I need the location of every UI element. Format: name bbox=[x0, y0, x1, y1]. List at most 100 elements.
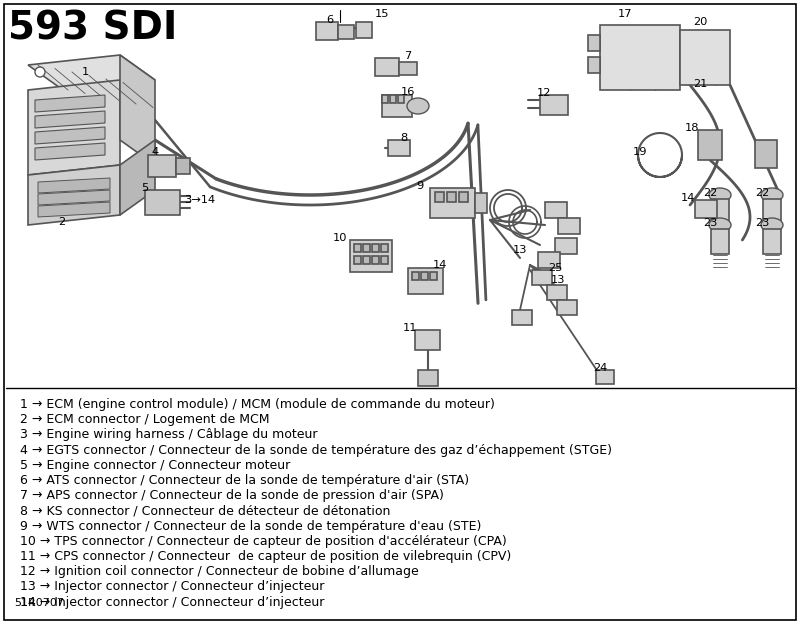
Text: 12 → Ignition coil connector / Connecteur de bobine d’allumage: 12 → Ignition coil connector / Connecteu… bbox=[20, 565, 418, 578]
Polygon shape bbox=[28, 80, 120, 175]
Bar bbox=[680, 30, 730, 85]
Bar bbox=[375, 58, 399, 76]
Bar bbox=[447, 192, 456, 202]
Text: 12: 12 bbox=[537, 88, 551, 98]
Text: 1 → ECM (engine control module) / MCM (module de commande du moteur): 1 → ECM (engine control module) / MCM (m… bbox=[20, 398, 495, 411]
Polygon shape bbox=[35, 111, 105, 128]
Ellipse shape bbox=[709, 218, 731, 232]
Text: 6: 6 bbox=[326, 15, 334, 25]
Bar bbox=[418, 370, 438, 386]
Bar bbox=[363, 244, 370, 252]
Text: 10 → TPS connector / Connecteur de capteur de position d'accélérateur (CPA): 10 → TPS connector / Connecteur de capte… bbox=[20, 535, 506, 548]
Polygon shape bbox=[35, 143, 105, 160]
Bar bbox=[459, 192, 468, 202]
Bar bbox=[390, 95, 396, 103]
Bar bbox=[388, 140, 410, 156]
Text: 2: 2 bbox=[58, 217, 66, 227]
Text: 23: 23 bbox=[703, 218, 717, 228]
Text: 13 → Injector connector / Connecteur d’injecteur: 13 → Injector connector / Connecteur d’i… bbox=[20, 580, 324, 593]
Bar bbox=[354, 244, 361, 252]
Bar bbox=[600, 25, 680, 90]
Text: 2 → ECM connector / Logement de MCM: 2 → ECM connector / Logement de MCM bbox=[20, 413, 270, 426]
Bar bbox=[382, 95, 412, 117]
Circle shape bbox=[35, 67, 45, 77]
Bar bbox=[532, 270, 552, 285]
Bar bbox=[557, 300, 577, 315]
Text: 9 → WTS connector / Connecteur de la sonde de température d'eau (STE): 9 → WTS connector / Connecteur de la son… bbox=[20, 520, 482, 533]
Bar bbox=[398, 95, 404, 103]
Polygon shape bbox=[38, 178, 110, 193]
Bar bbox=[540, 95, 568, 115]
Text: 6 → ATS connector / Connecteur de la sonde de température d'air (STA): 6 → ATS connector / Connecteur de la son… bbox=[20, 474, 469, 487]
Text: 17: 17 bbox=[618, 9, 632, 19]
Bar bbox=[176, 158, 190, 174]
Polygon shape bbox=[28, 165, 120, 225]
Text: 4: 4 bbox=[151, 147, 158, 157]
Bar bbox=[430, 272, 437, 280]
Bar bbox=[399, 62, 417, 75]
Bar bbox=[596, 370, 614, 384]
Text: 4 → EGTS connector / Connecteur de la sonde de température des gaz d’échappement: 4 → EGTS connector / Connecteur de la so… bbox=[20, 444, 612, 457]
Text: 18: 18 bbox=[685, 123, 699, 133]
Text: 8 → KS connector / Connecteur de détecteur de détonation: 8 → KS connector / Connecteur de détecte… bbox=[20, 504, 390, 517]
Polygon shape bbox=[38, 190, 110, 205]
Bar bbox=[475, 193, 487, 213]
Text: 24: 24 bbox=[593, 363, 607, 373]
Bar bbox=[421, 272, 428, 280]
Bar bbox=[338, 25, 354, 39]
Bar bbox=[588, 35, 600, 51]
Bar bbox=[430, 188, 475, 218]
Bar bbox=[381, 256, 388, 264]
Text: 10: 10 bbox=[333, 233, 347, 243]
Polygon shape bbox=[35, 95, 105, 112]
Text: 15: 15 bbox=[374, 9, 390, 19]
Polygon shape bbox=[28, 55, 155, 90]
Text: 3→14: 3→14 bbox=[185, 195, 215, 205]
Bar bbox=[547, 285, 567, 300]
Bar bbox=[698, 130, 722, 160]
Polygon shape bbox=[38, 202, 110, 217]
Text: 13: 13 bbox=[550, 275, 566, 285]
Text: 22: 22 bbox=[703, 188, 717, 198]
Bar bbox=[538, 252, 560, 268]
Bar bbox=[711, 229, 729, 254]
Text: 23: 23 bbox=[755, 218, 769, 228]
Bar bbox=[412, 272, 419, 280]
Text: 1: 1 bbox=[82, 67, 89, 77]
Bar bbox=[558, 218, 580, 234]
Text: 14: 14 bbox=[433, 260, 447, 270]
Bar bbox=[711, 199, 729, 224]
Text: 21: 21 bbox=[693, 79, 707, 89]
Text: 16: 16 bbox=[401, 87, 415, 97]
Bar bbox=[372, 256, 379, 264]
Bar bbox=[555, 238, 577, 254]
Text: 11 → CPS connector / Connecteur  de capteur de position de vilebrequin (CPV): 11 → CPS connector / Connecteur de capte… bbox=[20, 550, 511, 563]
Text: 9: 9 bbox=[416, 181, 424, 191]
Bar bbox=[363, 256, 370, 264]
Bar bbox=[545, 202, 567, 218]
Text: 19: 19 bbox=[633, 147, 647, 157]
Text: 8: 8 bbox=[400, 133, 408, 143]
Bar bbox=[695, 200, 717, 218]
Bar bbox=[381, 244, 388, 252]
Text: 22: 22 bbox=[755, 188, 769, 198]
Bar bbox=[408, 268, 443, 294]
Bar bbox=[415, 330, 440, 350]
Text: 3 → Engine wiring harness / Câblage du moteur: 3 → Engine wiring harness / Câblage du m… bbox=[20, 429, 318, 441]
Polygon shape bbox=[35, 127, 105, 144]
Text: 20: 20 bbox=[693, 17, 707, 27]
Bar bbox=[435, 192, 444, 202]
Text: 5: 5 bbox=[142, 183, 149, 193]
Bar bbox=[350, 240, 392, 272]
Bar bbox=[148, 155, 176, 177]
Polygon shape bbox=[120, 55, 155, 165]
Polygon shape bbox=[120, 140, 155, 215]
Text: 13: 13 bbox=[513, 245, 527, 255]
Bar bbox=[316, 22, 338, 40]
Text: 11: 11 bbox=[402, 323, 418, 333]
Text: 25: 25 bbox=[548, 263, 562, 273]
Text: 51R0707: 51R0707 bbox=[14, 598, 64, 608]
Ellipse shape bbox=[709, 188, 731, 202]
Text: 5 → Engine connector / Connecteur moteur: 5 → Engine connector / Connecteur moteur bbox=[20, 459, 290, 472]
Bar bbox=[763, 199, 781, 224]
